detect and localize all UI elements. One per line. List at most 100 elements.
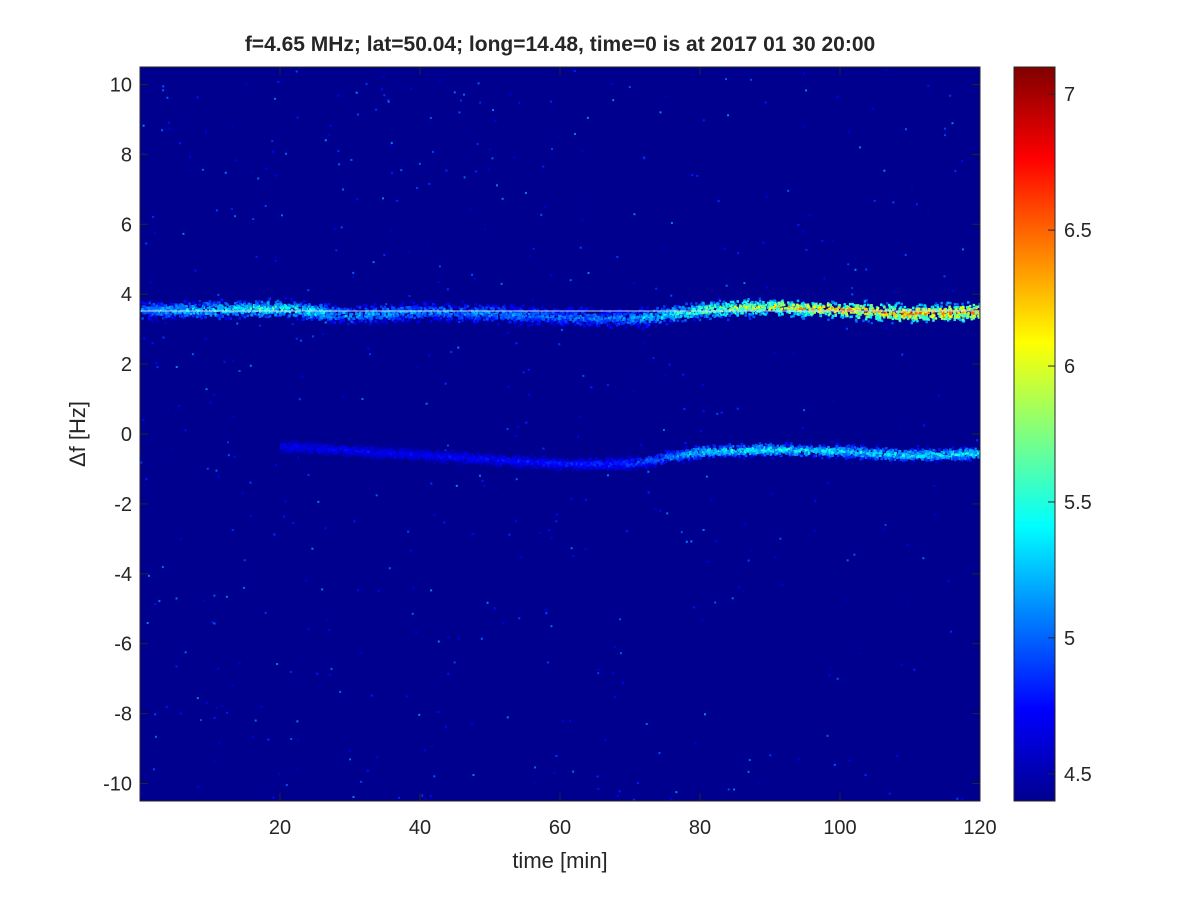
trace-point xyxy=(377,312,380,315)
trace-point xyxy=(765,303,768,307)
trace-point xyxy=(448,314,452,318)
noise-speckle xyxy=(944,134,947,137)
trace-point xyxy=(296,317,300,321)
trace-point xyxy=(513,321,517,325)
trace-point xyxy=(155,310,159,314)
noise-speckle xyxy=(444,449,447,452)
trace-point xyxy=(542,318,545,321)
trace-point xyxy=(183,315,186,319)
trace-point xyxy=(428,306,432,309)
trace-point xyxy=(613,313,616,316)
trace-point xyxy=(738,455,741,459)
noise-speckle xyxy=(217,667,220,670)
trace-point xyxy=(302,308,306,311)
noise-speckle xyxy=(764,101,767,104)
noise-speckle xyxy=(415,631,418,634)
trace-point xyxy=(565,462,569,465)
noise-speckle xyxy=(227,454,230,457)
noise-speckle xyxy=(360,780,363,783)
noise-speckle xyxy=(851,293,854,296)
trace-point xyxy=(677,451,680,455)
noise-speckle xyxy=(577,435,580,438)
noise-speckle xyxy=(484,228,487,231)
noise-speckle xyxy=(854,268,857,271)
noise-speckle xyxy=(579,198,582,201)
trace-point xyxy=(763,306,767,310)
trace-point xyxy=(862,454,865,458)
noise-speckle xyxy=(205,701,208,704)
trace-point xyxy=(430,306,434,310)
trace-point xyxy=(333,449,336,452)
trace-point xyxy=(605,319,609,322)
trace-point xyxy=(654,325,658,328)
noise-speckle xyxy=(846,599,849,602)
trace-point xyxy=(169,302,173,306)
trace-point xyxy=(916,305,919,308)
trace-point xyxy=(509,311,512,314)
noise-speckle xyxy=(590,386,593,389)
trace-point xyxy=(512,313,515,317)
trace-point xyxy=(972,303,976,307)
trace-point xyxy=(267,308,271,311)
trace-point xyxy=(959,306,963,309)
trace-point xyxy=(152,302,156,306)
trace-point xyxy=(536,318,540,322)
trace-point xyxy=(256,302,259,305)
trace-point xyxy=(623,320,627,324)
noise-speckle xyxy=(542,447,545,450)
trace-point xyxy=(579,314,582,318)
trace-point xyxy=(254,300,258,303)
trace-point xyxy=(701,306,704,310)
trace-point xyxy=(196,315,199,319)
trace-point xyxy=(737,452,741,456)
trace-point xyxy=(864,317,868,321)
trace-point xyxy=(424,304,427,308)
trace-point xyxy=(192,301,195,304)
noise-speckle xyxy=(387,100,390,103)
trace-point xyxy=(214,303,218,307)
noise-speckle xyxy=(405,695,408,698)
trace-point xyxy=(968,304,972,308)
trace-point xyxy=(758,308,762,311)
trace-point xyxy=(637,311,640,314)
trace-point xyxy=(428,312,432,315)
noise-speckle xyxy=(670,222,673,225)
trace-point xyxy=(580,322,584,326)
trace-point xyxy=(974,311,978,314)
noise-speckle xyxy=(164,321,167,324)
trace-point xyxy=(466,312,470,315)
trace-point xyxy=(371,454,374,457)
trace-point xyxy=(750,313,754,316)
trace-point xyxy=(159,313,163,316)
noise-speckle xyxy=(733,788,736,791)
trace-point xyxy=(353,309,357,312)
trace-point xyxy=(455,312,459,316)
trace-point xyxy=(304,313,307,317)
trace-point xyxy=(660,462,663,465)
trace-point xyxy=(649,314,652,317)
noise-speckle xyxy=(943,275,946,278)
trace-point xyxy=(395,456,398,459)
trace-point xyxy=(787,302,791,306)
trace-point xyxy=(724,302,728,305)
trace-point xyxy=(697,447,701,451)
trace-point xyxy=(547,459,550,463)
trace-point xyxy=(670,315,674,319)
trace-point xyxy=(965,316,969,319)
trace-point xyxy=(500,308,504,312)
trace-point xyxy=(480,312,484,316)
trace-point xyxy=(908,315,911,319)
trace-point xyxy=(881,314,885,317)
trace-point xyxy=(383,318,387,322)
trace-point xyxy=(410,306,414,309)
trace-point xyxy=(161,316,165,320)
trace-point xyxy=(299,312,303,315)
noise-speckle xyxy=(145,242,148,245)
trace-point xyxy=(415,312,419,315)
noise-speckle xyxy=(770,492,773,495)
trace-point xyxy=(615,322,618,326)
noise-speckle xyxy=(252,218,255,221)
trace-point xyxy=(355,311,358,315)
trace-point xyxy=(759,313,762,316)
trace-point xyxy=(309,308,313,312)
